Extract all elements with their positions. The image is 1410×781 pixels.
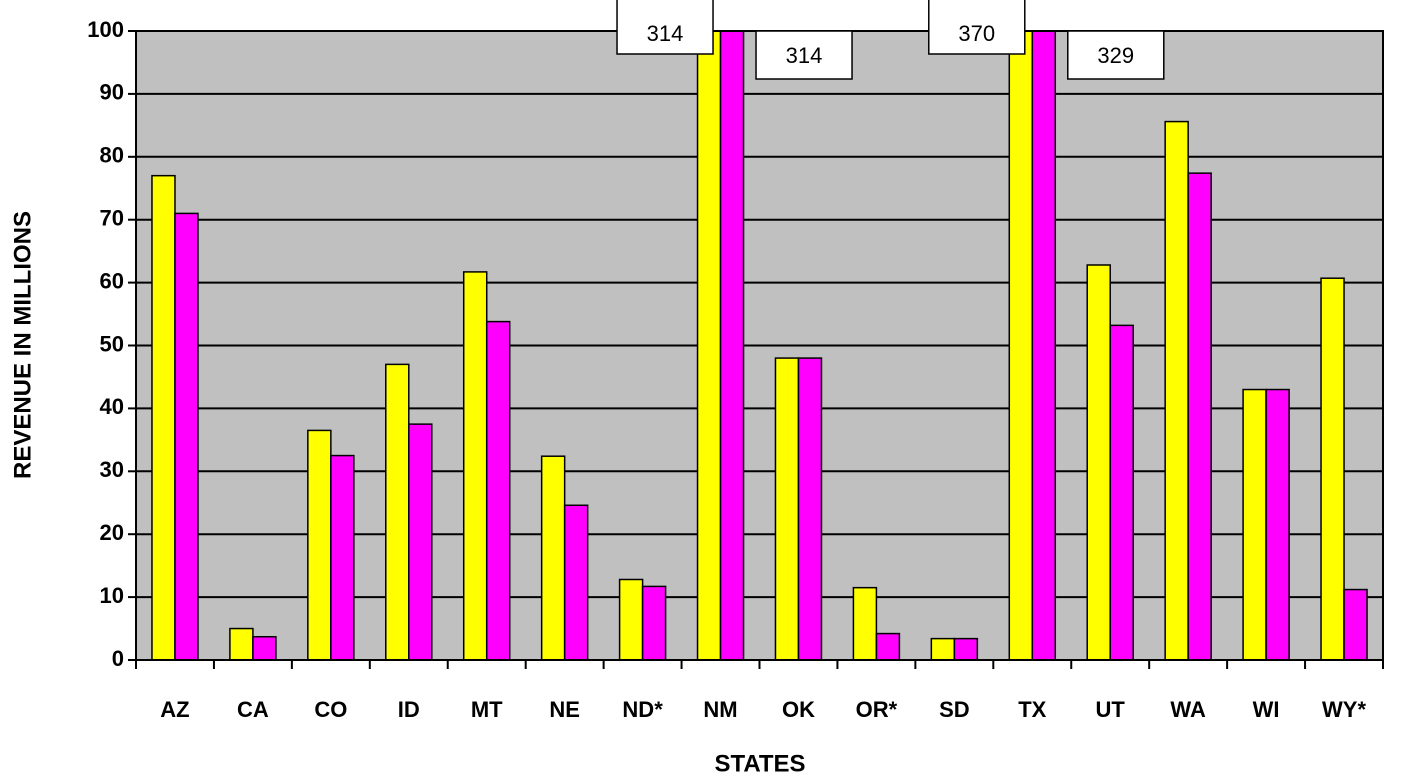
x-tick-label: CA: [237, 697, 269, 722]
x-tick-label: AZ: [160, 697, 189, 722]
bar: [1164, 120, 1189, 660]
bar: [774, 357, 800, 660]
bar: [540, 455, 566, 660]
bar: [330, 454, 355, 660]
bar: [1008, 31, 1034, 660]
y-tick-label: 30: [100, 457, 124, 482]
bar: [953, 637, 979, 660]
x-tick-label: ID: [398, 697, 420, 722]
y-tick-label: 0: [112, 646, 124, 671]
bar: [797, 357, 823, 660]
value-label-box: [928, 0, 1026, 55]
bar: [1187, 172, 1212, 660]
x-tick-label: SD: [939, 697, 970, 722]
bar: [930, 637, 956, 660]
bar: [1109, 324, 1134, 660]
value-label: 314: [647, 21, 684, 46]
x-tick-label: TX: [1018, 697, 1046, 722]
x-tick-label: CO: [314, 697, 347, 722]
x-tick-label: ND*: [622, 697, 663, 722]
value-label-box: [616, 0, 714, 55]
bar: [151, 174, 176, 660]
x-tick-label: WY*: [1322, 697, 1366, 722]
bar: [462, 271, 488, 660]
bar: [1320, 277, 1345, 660]
bar: [1343, 588, 1368, 660]
bar: [408, 423, 433, 660]
value-label: 314: [786, 43, 823, 68]
value-label-box: [1067, 30, 1165, 80]
bar: [1086, 264, 1111, 660]
value-label-box: [755, 30, 853, 80]
y-tick-label: 100: [87, 17, 124, 42]
x-tick-label: OR*: [856, 697, 898, 722]
bar: [719, 31, 745, 660]
value-label: 370: [958, 21, 995, 46]
x-tick-label: MT: [471, 697, 503, 722]
x-tick-label: UT: [1096, 697, 1126, 722]
bar: [852, 586, 878, 660]
y-tick-label: 40: [100, 394, 124, 419]
y-tick-label: 70: [100, 206, 124, 231]
y-tick-label: 80: [100, 143, 124, 168]
bar: [229, 627, 254, 660]
bar: [696, 31, 722, 660]
x-tick-label: WA: [1170, 697, 1206, 722]
x-tick-label: NM: [703, 697, 737, 722]
y-tick-label: 50: [100, 331, 124, 356]
bar: [307, 429, 332, 660]
bar: [875, 632, 901, 660]
x-tick-label: OK: [782, 697, 815, 722]
bar: [174, 212, 199, 660]
y-axis-title: REVENUE IN MILLIONS: [9, 211, 36, 479]
bar: [385, 363, 410, 660]
y-tick-label: 20: [100, 520, 124, 545]
bar: [485, 320, 511, 660]
bar: [1031, 31, 1057, 660]
x-axis-title: STATES: [714, 750, 805, 777]
y-tick-label: 90: [100, 80, 124, 105]
x-tick-label: WI: [1253, 697, 1280, 722]
value-label: 329: [1097, 43, 1134, 68]
bar: [641, 585, 667, 660]
bar: [563, 504, 589, 660]
bar: [1242, 388, 1267, 660]
y-tick-label: 10: [100, 583, 124, 608]
x-tick-label: NE: [549, 697, 580, 722]
bar: [1265, 388, 1290, 660]
bar: [618, 578, 644, 660]
bar: [252, 635, 277, 660]
y-tick-label: 60: [100, 268, 124, 293]
